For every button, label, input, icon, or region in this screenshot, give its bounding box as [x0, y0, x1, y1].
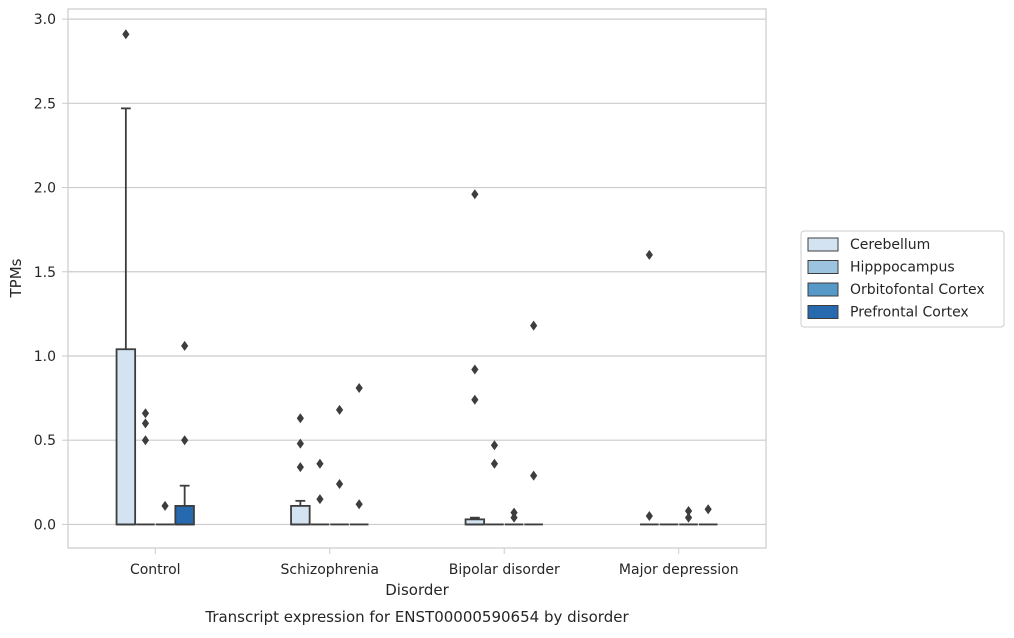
box-group: [679, 505, 698, 526]
box-group: [155, 500, 175, 526]
box-group: [174, 340, 195, 526]
box-group: [310, 458, 330, 526]
outlier-point: [510, 512, 518, 523]
y-tick-labels: 0.0 0.5 1.0 1.5 2.0 2.5 3.0: [34, 12, 56, 533]
outlier-point: [490, 458, 499, 469]
legend-label: Prefrontal Cortex: [850, 305, 969, 321]
plot-frame: [67, 8, 767, 549]
outlier-point: [471, 364, 479, 375]
outlier-point: [122, 29, 130, 40]
box-group: [464, 189, 486, 526]
legend-swatch: [807, 260, 839, 274]
x-tick-label: Schizophrenia: [281, 562, 379, 578]
outlier-point: [355, 382, 363, 393]
chart-caption: Transcript expression for ENST0000059065…: [204, 608, 629, 626]
box-body: [290, 504, 311, 526]
outlier-point: [161, 500, 169, 511]
y-tick-label: 3.0: [34, 12, 56, 28]
outlier-point: [471, 394, 479, 405]
box-body: [174, 504, 195, 526]
y-tick-label: 2.5: [34, 96, 56, 112]
box-group: [504, 507, 524, 526]
outlier-point: [141, 418, 150, 429]
box-group: [698, 504, 718, 526]
box-group: [290, 413, 311, 526]
outlier-point: [181, 340, 189, 351]
outlier-point: [316, 494, 324, 505]
legend-label: Hipppocampus: [850, 260, 955, 276]
outlier-point: [296, 413, 304, 424]
outlier-point: [296, 462, 304, 473]
box-group: [485, 440, 504, 526]
legend-frame: [800, 230, 1005, 328]
y-axis-label: TPMs: [7, 258, 25, 298]
legend-swatch: [807, 282, 839, 297]
legend-items: Cerebellum Hipppocampus Orbitofontal Corte…: [807, 237, 985, 321]
outlier-point: [684, 512, 693, 523]
box-layer: [115, 29, 718, 526]
legend-swatch: [807, 237, 839, 252]
box-body: [115, 348, 137, 526]
outlier-point: [530, 470, 538, 481]
legend-label: Cerebellum: [850, 237, 930, 253]
outlier-point: [316, 458, 324, 469]
legend-swatch: [807, 305, 839, 319]
outlier-point: [181, 435, 189, 446]
outlier-point: [530, 320, 538, 331]
box-group: [115, 29, 137, 526]
outlier-point: [704, 504, 712, 515]
x-tick-label: Bipolar disorder: [449, 562, 560, 578]
x-tick-label: Control: [130, 562, 181, 578]
outlier-point: [645, 510, 653, 521]
legend: Cerebellum Hipppocampus Orbitofontal Corte…: [800, 230, 1005, 328]
y-tick-label: 0.5: [34, 433, 56, 449]
x-tick-labels: Control Schizophrenia Bipolar disorder Majo…: [130, 548, 739, 578]
y-tick-label: 1.5: [34, 265, 56, 281]
outlier-point: [490, 440, 499, 451]
box-group: [349, 382, 369, 526]
box-group: [640, 249, 659, 526]
y-tick-label: 0.0: [34, 517, 56, 533]
grid-layer: [62, 18, 766, 526]
outlier-point: [335, 404, 344, 415]
outlier-point: [141, 408, 150, 419]
outlier-point: [471, 189, 479, 200]
outlier-point: [510, 507, 518, 518]
outlier-point: [355, 499, 363, 510]
outlier-point: [141, 435, 150, 446]
y-tick-label: 1.0: [34, 349, 56, 365]
x-tick-label: Major depression: [619, 562, 739, 578]
legend-label: Orbitofontal Cortex: [850, 282, 985, 298]
outlier-point: [335, 478, 344, 489]
outlier-point: [645, 249, 653, 260]
box-group: [136, 408, 155, 526]
box-group: [524, 320, 543, 526]
outlier-point: [296, 438, 304, 449]
x-axis-label: Disorder: [385, 581, 449, 599]
outlier-point: [684, 505, 693, 516]
box-group: [330, 404, 349, 526]
y-tick-label: 2.0: [34, 181, 56, 197]
